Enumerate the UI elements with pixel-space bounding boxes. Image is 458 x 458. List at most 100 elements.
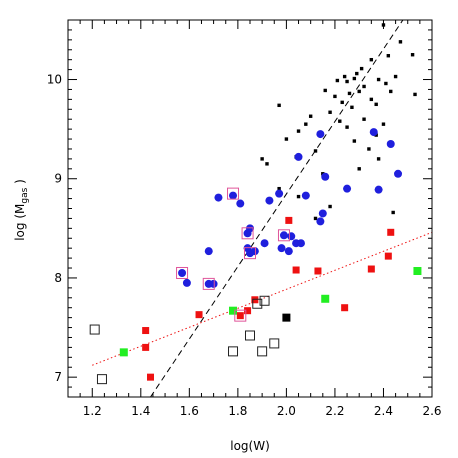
small-black-square-point	[313, 149, 318, 153]
blue-circle-point	[301, 191, 310, 200]
blue-circle-point	[265, 196, 274, 205]
blue-circle-point	[204, 247, 213, 256]
small-black-square-point	[338, 119, 342, 123]
small-black-square-point	[393, 74, 398, 79]
x-tick-label: 1.2	[83, 404, 102, 418]
small-black-square-point	[335, 78, 340, 83]
blue-circle-point	[279, 231, 288, 240]
small-black-square-point	[296, 194, 301, 199]
blue-circle-point	[296, 239, 305, 248]
small-black-square-point	[376, 77, 381, 82]
green-square-point	[229, 306, 238, 315]
open-square-point	[259, 295, 270, 306]
blue-circle-point	[275, 189, 284, 198]
y-axis-title-sub: gas	[20, 187, 30, 203]
red-square-point	[244, 307, 252, 315]
small-black-square-point	[333, 94, 337, 99]
highlight-box-point	[176, 266, 189, 279]
blue-circle-point	[318, 209, 327, 218]
y-axis-title: log (Mgas )	[13, 179, 30, 241]
small-black-square-point	[362, 117, 366, 121]
small-black-square-point	[328, 204, 332, 209]
x-tick-label: 1.8	[228, 404, 247, 418]
open-square-point	[252, 298, 263, 309]
small-black-square-point	[369, 57, 374, 62]
red-square-point	[236, 312, 244, 320]
small-black-square-point	[410, 53, 415, 57]
small-black-square-point	[367, 147, 371, 151]
line-layer	[92, 20, 432, 397]
small-black-square-point	[342, 74, 347, 79]
red-square-point	[341, 304, 349, 312]
small-black-square-point	[398, 40, 403, 44]
red-square-point	[314, 267, 322, 275]
small-black-square-point	[376, 157, 381, 161]
small-black-square-point	[345, 79, 349, 84]
small-black-square-point	[374, 102, 378, 107]
highlight-box-point	[202, 277, 215, 290]
red-square-point	[384, 252, 392, 260]
highlight-box-point	[277, 229, 290, 242]
highlight-box-point	[244, 247, 256, 260]
blue-circle-point	[294, 152, 303, 161]
small-black-square-point	[340, 100, 344, 105]
blue-circle-point	[277, 244, 286, 253]
small-black-square-point	[357, 167, 361, 171]
red-square-point	[147, 373, 155, 381]
red-square-point	[251, 296, 259, 304]
small-black-square-point	[369, 97, 374, 102]
small-black-square-point	[284, 137, 289, 141]
blue-circle-point	[284, 247, 293, 256]
small-black-square-point	[323, 88, 327, 93]
small-black-square-point	[352, 139, 357, 143]
small-black-square-point	[304, 122, 308, 126]
small-black-square-point	[389, 89, 393, 94]
blue-circle-point	[394, 169, 403, 178]
green-square-point	[413, 267, 422, 276]
small-black-square-point	[357, 89, 361, 94]
small-black-square-point	[362, 84, 366, 89]
small-black-square-point	[381, 122, 386, 126]
small-black-square-point	[277, 103, 281, 108]
small-black-square-point	[391, 210, 395, 215]
green-square-point	[321, 294, 330, 303]
blue-circle-point	[236, 199, 245, 208]
y-axis-title-main: log (M	[13, 204, 27, 241]
blue-circle-point	[287, 232, 296, 241]
x-tick-label: 1.4	[131, 404, 150, 418]
blue-circle-point	[182, 278, 191, 287]
blue-circle-point	[374, 185, 383, 194]
red-square-point	[367, 265, 375, 273]
blue-circle-point	[229, 191, 238, 200]
small-black-square-point	[355, 71, 359, 76]
small-black-square-point	[277, 186, 281, 191]
small-black-square-point	[359, 66, 364, 71]
blue-circle-point	[260, 239, 269, 248]
x-tick-label: 1.6	[180, 404, 199, 418]
x-tick-label: 2.0	[277, 404, 296, 418]
small-black-square-point	[265, 162, 269, 166]
blue-circle-point	[246, 224, 254, 233]
dotted-fit-line	[92, 231, 432, 366]
open-square-point	[89, 324, 100, 335]
small-black-square-point	[386, 54, 391, 58]
blue-circle-point	[316, 130, 325, 139]
x-tick-label: 2.6	[422, 404, 441, 418]
x-tick-label: 2.2	[325, 404, 344, 418]
red-square-point	[142, 327, 150, 335]
open-square-point	[257, 346, 268, 357]
red-square-point	[285, 216, 293, 224]
red-square-point	[142, 343, 150, 351]
dashed-fit-line	[150, 20, 404, 397]
small-black-square-point	[350, 105, 354, 110]
highlight-box-point	[234, 309, 247, 322]
blue-circle-point	[178, 268, 187, 277]
red-square-point	[387, 228, 395, 236]
small-black-square-point	[308, 114, 313, 118]
y-tick-label: 10	[47, 73, 62, 87]
open-square-point	[228, 346, 239, 357]
small-black-square-point	[347, 91, 352, 96]
red-square-point	[292, 266, 300, 274]
blue-circle-point	[321, 172, 330, 181]
